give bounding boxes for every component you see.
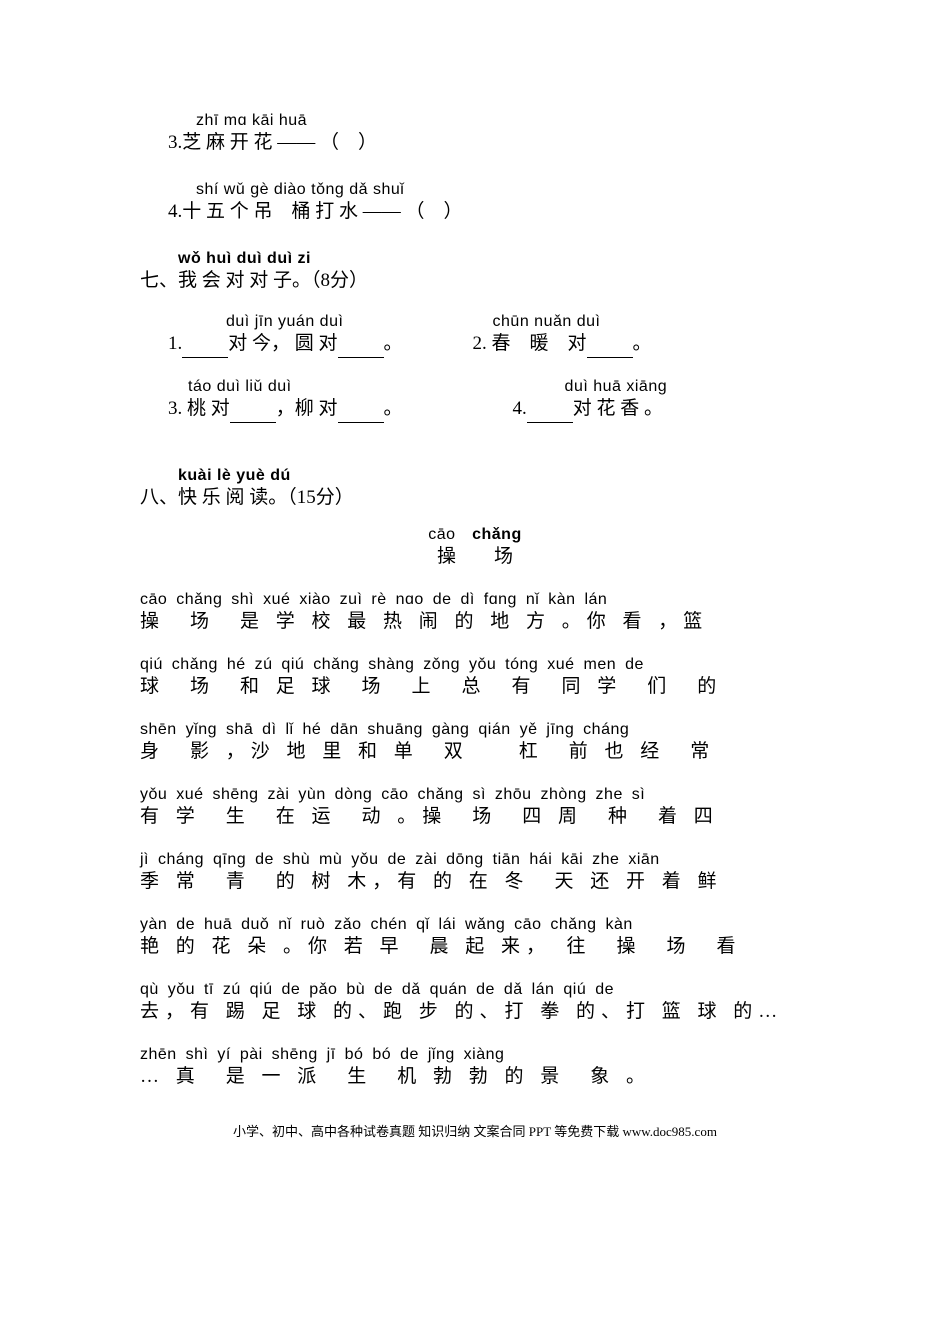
- section-8-pinyin: kuài lè yuè dú: [140, 465, 810, 487]
- item-4-hanzi: 4.十 五 个 吊 桶 打 水 —— （ ）: [168, 199, 810, 226]
- reading-line: shēn yǐng shā dì lǐ hé dān shuāng gàng q…: [140, 719, 810, 766]
- section-7-head: wǒ huì duì duì zi 七、我 会 对 对 子。（8分）: [140, 248, 810, 295]
- reading-line-hanzi: 球 场 和 足 球 场 上 总 有 同 学 们 的: [140, 674, 810, 701]
- couplet-4-hanzi: 4.对 花 香 。: [513, 396, 668, 423]
- section-7-hanzi: 七、我 会 对 对 子。（8分）: [140, 268, 810, 295]
- couplet-1-hanzi: 1.对 今， 圆 对。: [168, 331, 403, 358]
- reading-line-pinyin: yǒu xué shēng zài yùn dòng cāo chǎng sì …: [140, 784, 810, 806]
- section-8-head: kuài lè yuè dú 八、快 乐 阅 读。（15分）: [140, 465, 810, 512]
- item-4-pinyin: shí wǔ gè diào tǒng dǎ shuǐ: [168, 179, 810, 201]
- item-3-pinyin: zhī mɑ kāi huā: [168, 110, 810, 132]
- reading-line-hanzi: 去，有 踢 足 球 的、跑 步 的、打 拳 的、打 篮 球 的…: [140, 999, 810, 1026]
- reading-body: cāo chǎng shì xué xiào zuì rè nɑo de dì …: [140, 589, 810, 1091]
- couplet-4: duì huā xiāng 4.对 花 香 。: [473, 376, 668, 423]
- reading-line-pinyin: zhēn shì yí pài shēng jī bó bó de jǐng x…: [140, 1044, 810, 1066]
- section-8-hanzi: 八、快 乐 阅 读。（15分）: [140, 485, 810, 512]
- reading-line: zhēn shì yí pài shēng jī bó bó de jǐng x…: [140, 1044, 810, 1091]
- reading-line-pinyin: yàn de huā duǒ nǐ ruò zǎo chén qǐ lái wǎ…: [140, 914, 810, 936]
- reading-line-hanzi: 艳 的 花 朵 。你 若 早 晨 起 来， 往 操 场 看: [140, 934, 810, 961]
- couplet-3: táo duì liǔ duì 3. 桃 对，柳 对。: [168, 376, 403, 423]
- item-3-hanzi: 3.芝 麻 开 花 —— （ ）: [168, 130, 810, 157]
- reading-line-pinyin: jì cháng qīng de shù mù yǒu de zài dōng …: [140, 849, 810, 871]
- reading-title-pinyin: cāo chǎng: [140, 524, 810, 546]
- reading-line-pinyin: shēn yǐng shā dì lǐ hé dān shuāng gàng q…: [140, 719, 810, 741]
- item-3: zhī mɑ kāi huā 3.芝 麻 开 花 —— （ ）: [140, 110, 810, 157]
- reading-line: qiú chǎng hé zú qiú chǎng shàng zǒng yǒu…: [140, 654, 810, 701]
- item-4: shí wǔ gè diào tǒng dǎ shuǐ 4.十 五 个 吊 桶 …: [140, 179, 810, 226]
- couplet-1: duì jīn yuán duì 1.对 今， 圆 对。: [168, 311, 403, 358]
- couplet-2-pinyin: chūn nuǎn duì: [473, 311, 652, 333]
- reading-line: yàn de huā duǒ nǐ ruò zǎo chén qǐ lái wǎ…: [140, 914, 810, 961]
- reading-title-hanzi: 操 场: [140, 544, 810, 571]
- couplet-2: chūn nuǎn duì 2. 春 暖 对。: [473, 311, 652, 358]
- couplet-3-hanzi: 3. 桃 对，柳 对。: [168, 396, 403, 423]
- reading-line-pinyin: cāo chǎng shì xué xiào zuì rè nɑo de dì …: [140, 589, 810, 611]
- couplet-3-pinyin: táo duì liǔ duì: [168, 376, 403, 398]
- couplet-1-pinyin: duì jīn yuán duì: [168, 311, 403, 333]
- couplet-2-hanzi: 2. 春 暖 对。: [473, 331, 652, 358]
- reading-title: cāo chǎng 操 场: [140, 524, 810, 571]
- reading-line-hanzi: 身 影 ，沙 地 里 和 单 双 杠 前 也 经 常: [140, 739, 810, 766]
- couplet-row-2: táo duì liǔ duì 3. 桃 对，柳 对。 duì huā xiān…: [168, 376, 810, 423]
- reading-line-pinyin: qiú chǎng hé zú qiú chǎng shàng zǒng yǒu…: [140, 654, 810, 676]
- reading-line-hanzi: 有 学 生 在 运 动 。操 场 四 周 种 着 四: [140, 804, 810, 831]
- reading-line: yǒu xué shēng zài yùn dòng cāo chǎng sì …: [140, 784, 810, 831]
- couplet-4-pinyin: duì huā xiāng: [513, 376, 668, 398]
- reading-line-hanzi: 季 常 青 的 树 木，有 的 在 冬 天 还 开 着 鲜: [140, 869, 810, 896]
- couplet-row-1: duì jīn yuán duì 1.对 今， 圆 对。 chūn nuǎn d…: [168, 311, 810, 358]
- page-footer: 小学、初中、高中各种试卷真题 知识归纳 文案合同 PPT 等免费下载 www.d…: [140, 1123, 810, 1141]
- page: zhī mɑ kāi huā 3.芝 麻 开 花 —— （ ） shí wǔ g…: [0, 0, 950, 1181]
- reading-line: qù yǒu tī zú qiú de pǎo bù de dǎ quán de…: [140, 979, 810, 1026]
- reading-line-hanzi: … 真 是 一 派 生 机 勃 勃 的 景 象 。: [140, 1064, 810, 1091]
- couplets: duì jīn yuán duì 1.对 今， 圆 对。 chūn nuǎn d…: [140, 311, 810, 423]
- reading-line: jì cháng qīng de shù mù yǒu de zài dōng …: [140, 849, 810, 896]
- reading-line-hanzi: 操 场 是 学 校 最 热 闹 的 地 方 。你 看 ，篮: [140, 609, 810, 636]
- reading-line-pinyin: qù yǒu tī zú qiú de pǎo bù de dǎ quán de…: [140, 979, 810, 1001]
- reading-line: cāo chǎng shì xué xiào zuì rè nɑo de dì …: [140, 589, 810, 636]
- section-7-pinyin: wǒ huì duì duì zi: [140, 248, 810, 270]
